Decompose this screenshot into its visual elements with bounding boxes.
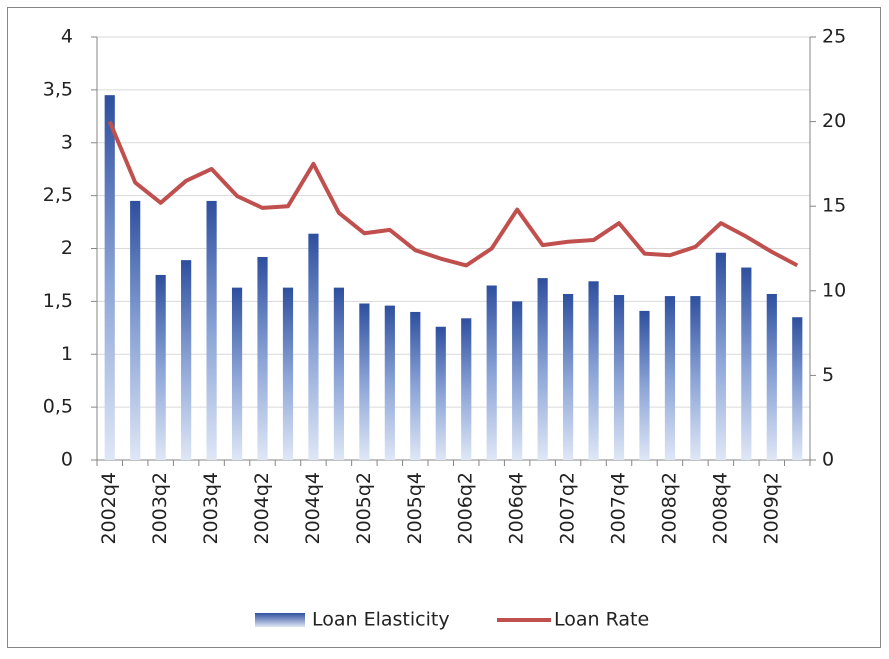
y2-tick-label: 0 (822, 449, 834, 471)
bar (461, 318, 472, 460)
bar (537, 278, 548, 460)
x-tick-label: 2008q4 (709, 472, 731, 545)
bar (257, 256, 268, 460)
bar (231, 287, 243, 460)
y-tick-label: 3 (61, 131, 73, 153)
y2-tick-label: 15 (822, 195, 846, 217)
x-tick-label: 2008q2 (658, 472, 680, 545)
bar (588, 281, 599, 460)
bar (690, 296, 701, 460)
x-tick-label: 2004q2 (251, 472, 273, 545)
bar (715, 252, 726, 460)
x-tick-label: 2007q4 (608, 472, 630, 545)
bar (512, 301, 523, 460)
bar (181, 260, 192, 460)
bar (741, 267, 752, 460)
legend-label: Loan Elasticity (312, 609, 450, 631)
bar (333, 287, 345, 460)
legend-swatch (255, 613, 305, 627)
bar (486, 285, 497, 460)
y-tick-label: 0,5 (43, 396, 73, 418)
bar (104, 95, 115, 460)
bar (410, 311, 421, 460)
bar (639, 310, 650, 460)
y2-tick-label: 10 (822, 279, 846, 301)
x-tick-label: 2006q4 (506, 472, 528, 545)
bar (282, 287, 294, 460)
bar (613, 295, 625, 460)
x-tick-label: 2005q4 (404, 472, 426, 545)
y2-tick-label: 25 (822, 26, 846, 48)
y-tick-label: 3,5 (43, 78, 73, 100)
bar (384, 305, 395, 460)
y-tick-label: 2,5 (43, 184, 73, 206)
bar (359, 303, 370, 460)
bar (155, 274, 166, 460)
bar (206, 200, 217, 460)
line (107, 120, 799, 268)
x-tick-label: 2005q2 (353, 472, 375, 545)
x-tick-label: 2004q4 (302, 472, 324, 545)
x-tick-label: 2002q4 (98, 472, 120, 545)
x-tick-label: 2009q2 (760, 472, 782, 545)
y-tick-label: 4 (61, 26, 73, 48)
y2-tick-label: 20 (822, 110, 846, 132)
y-tick-label: 1 (61, 343, 73, 365)
y-tick-label: 1,5 (43, 290, 73, 312)
y-tick-label: 2 (61, 237, 73, 259)
legend-label: Loan Rate (554, 609, 649, 631)
x-tick-label: 2006q2 (455, 472, 477, 545)
bar (792, 317, 803, 460)
y2-tick-label: 5 (822, 364, 834, 386)
bar (308, 233, 319, 460)
bar (766, 293, 777, 460)
y-tick-label: 0 (61, 449, 73, 471)
bar (664, 296, 676, 460)
x-tick-label: 2003q4 (200, 472, 222, 545)
bar (562, 293, 574, 460)
bar (435, 326, 446, 460)
x-tick-label: 2007q2 (557, 472, 579, 545)
x-tick-label: 2003q2 (149, 472, 171, 545)
bar (130, 200, 141, 460)
